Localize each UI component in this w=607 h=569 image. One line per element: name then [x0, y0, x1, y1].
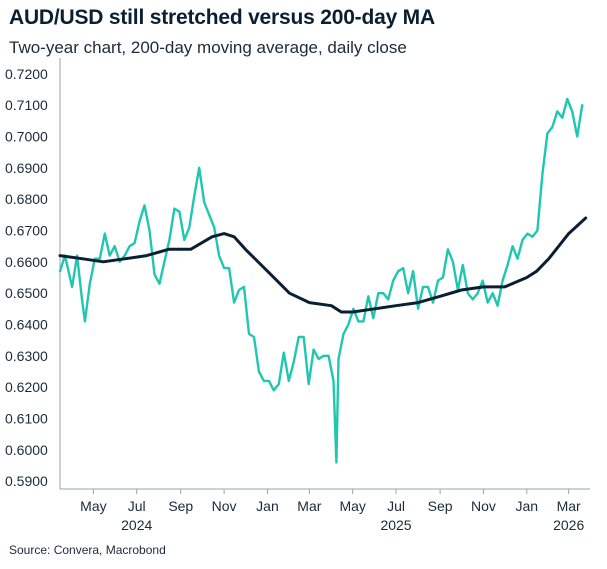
y-tick-label: 0.6700 [5, 223, 48, 239]
chart-source: Source: Convera, Macrobond [9, 543, 166, 557]
x-tick-label: Jul [387, 498, 405, 514]
x-tick-label: Sep [168, 498, 193, 514]
x-tick-label: Jan [256, 498, 279, 514]
x-tick-label: Sep [428, 498, 453, 514]
y-tick-label: 0.6800 [5, 191, 48, 207]
y-tick-label: 0.6200 [5, 379, 48, 395]
y-tick-label: 0.7100 [5, 97, 48, 113]
x-year-label: 2026 [553, 517, 584, 533]
y-tick-label: 0.7000 [5, 129, 48, 145]
y-tick-label: 0.6600 [5, 254, 48, 270]
series-line-daily-close [58, 97, 584, 464]
series-line-moving-average [58, 216, 588, 314]
x-tick-label: Nov [471, 498, 496, 514]
x-tick-label: Mar [297, 498, 321, 514]
x-tick-label: Mar [557, 498, 581, 514]
x-year-label: 2025 [380, 517, 411, 533]
y-tick-label: 0.6400 [5, 317, 48, 333]
y-tick-label: 0.5900 [5, 473, 48, 489]
x-tick-label: Jan [515, 498, 538, 514]
y-tick-label: 0.6100 [5, 411, 48, 427]
chart-title: AUD/USD still stretched versus 200-day M… [9, 6, 435, 29]
y-tick-label: 0.6500 [5, 285, 48, 301]
y-tick-label: 0.6900 [5, 160, 48, 176]
x-tick-label: May [80, 498, 106, 514]
x-tick-label: Nov [212, 498, 237, 514]
y-tick-label: 0.7200 [5, 66, 48, 82]
y-tick-label: 0.6000 [5, 442, 48, 458]
x-tick-label: Jul [128, 498, 146, 514]
x-tick-label: May [339, 498, 365, 514]
x-year-label: 2024 [121, 517, 152, 533]
y-tick-label: 0.6300 [5, 348, 48, 364]
chart-subtitle: Two-year chart, 200-day moving average, … [9, 38, 407, 57]
